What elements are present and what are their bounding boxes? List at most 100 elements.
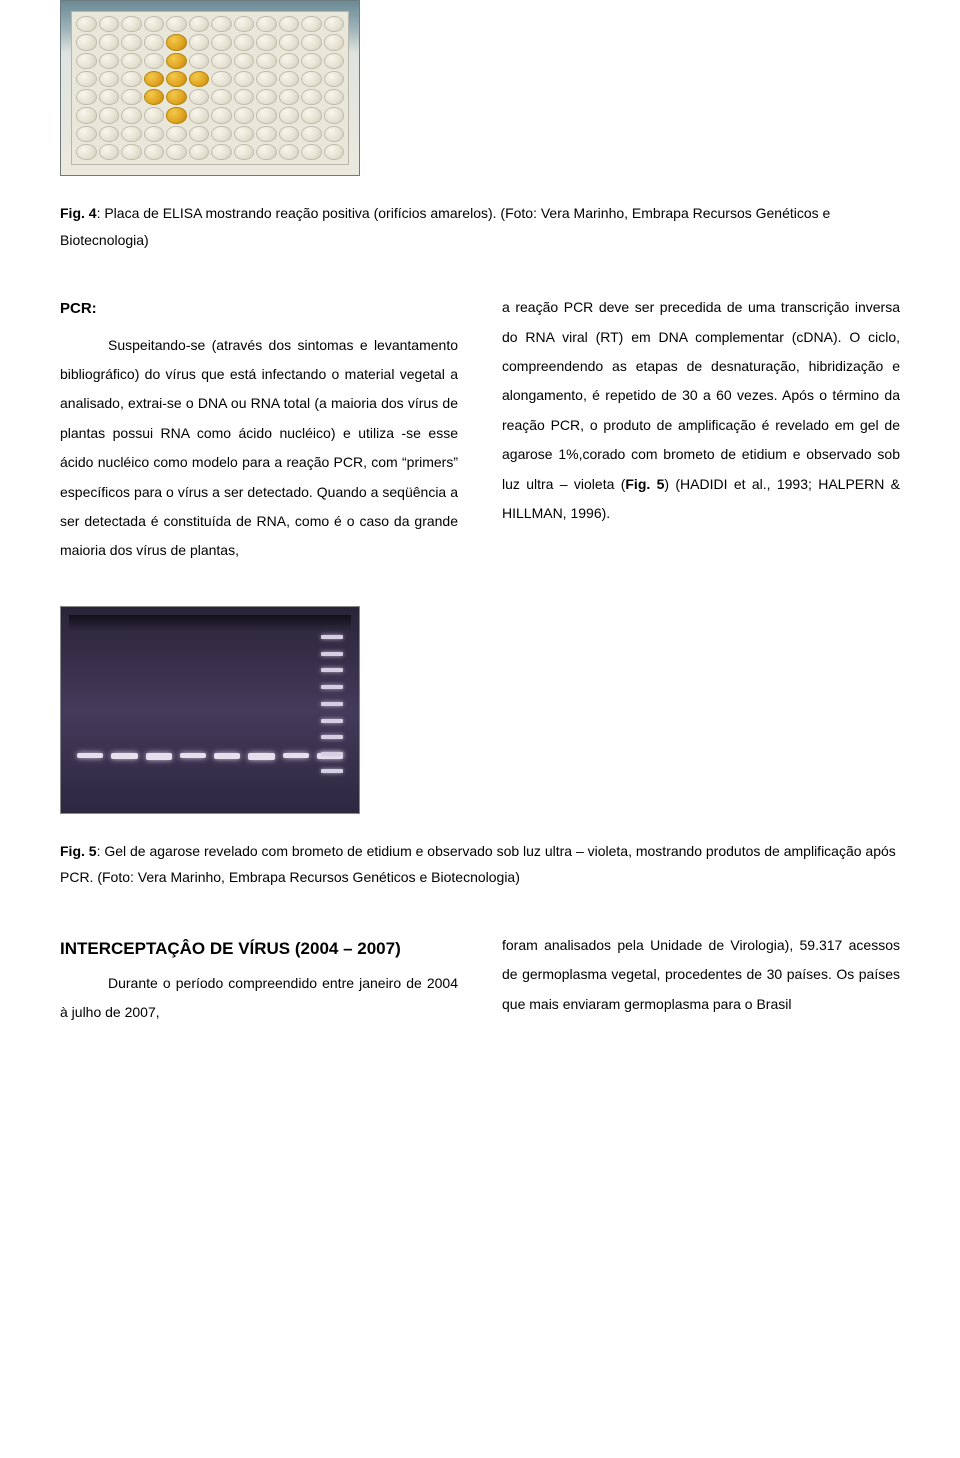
elisa-well — [324, 53, 345, 69]
elisa-well — [76, 144, 97, 160]
elisa-well — [301, 53, 322, 69]
elisa-well-positive — [144, 71, 165, 87]
elisa-well — [144, 126, 165, 142]
elisa-well — [234, 144, 255, 160]
elisa-well — [324, 126, 345, 142]
gel-band — [146, 753, 172, 760]
elisa-plate-grid — [71, 11, 349, 165]
elisa-well — [279, 71, 300, 87]
fig4-elisa-plate-image — [60, 0, 360, 176]
elisa-well-positive — [166, 89, 187, 105]
elisa-well — [301, 16, 322, 32]
elisa-well — [121, 71, 142, 87]
elisa-well — [234, 16, 255, 32]
intercept-left-column: INTERCEPTAÇÂO DE VÍRUS (2004 – 2007) Dur… — [60, 931, 458, 1027]
elisa-well — [121, 107, 142, 123]
gel-band-row — [77, 753, 343, 760]
elisa-well — [256, 71, 277, 87]
elisa-well — [301, 34, 322, 50]
elisa-well — [99, 16, 120, 32]
elisa-well — [166, 144, 187, 160]
elisa-well — [234, 107, 255, 123]
elisa-well — [99, 126, 120, 142]
elisa-well — [144, 16, 165, 32]
elisa-well — [121, 144, 142, 160]
gel-ladder-band — [321, 752, 343, 756]
fig4-caption: Fig. 4: Placa de ELISA mostrando reação … — [60, 200, 900, 253]
elisa-well — [256, 144, 277, 160]
elisa-well — [301, 71, 322, 87]
pcr-heading: PCR: — [60, 293, 458, 325]
elisa-well — [211, 144, 232, 160]
elisa-well — [256, 89, 277, 105]
elisa-well — [189, 126, 210, 142]
elisa-well — [144, 34, 165, 50]
elisa-well-positive — [144, 89, 165, 105]
elisa-well — [256, 53, 277, 69]
gel-band — [111, 753, 137, 759]
elisa-well — [144, 107, 165, 123]
fig5-caption: Fig. 5: Gel de agarose revelado com brom… — [60, 838, 900, 891]
elisa-well — [99, 53, 120, 69]
elisa-well — [324, 71, 345, 87]
elisa-well — [211, 16, 232, 32]
elisa-well — [189, 53, 210, 69]
elisa-well — [211, 89, 232, 105]
pcr-left-column: PCR: Suspeitando-se (através dos sintoma… — [60, 293, 458, 566]
elisa-well — [121, 34, 142, 50]
intercept-right-paragraph: foram analisados pela Unidade de Virolog… — [502, 931, 900, 1019]
elisa-well — [76, 89, 97, 105]
elisa-well — [121, 53, 142, 69]
elisa-well-positive — [166, 71, 187, 87]
fig4-caption-rest: : Placa de ELISA mostrando reação positi… — [60, 205, 830, 248]
elisa-well — [76, 16, 97, 32]
elisa-well — [256, 34, 277, 50]
elisa-well — [324, 107, 345, 123]
intercept-left-paragraph: Durante o período compreendido entre jan… — [60, 969, 458, 1028]
fig4-label: Fig. 4 — [60, 205, 97, 221]
elisa-well — [76, 107, 97, 123]
gel-ladder — [321, 635, 343, 773]
pcr-section: PCR: Suspeitando-se (através dos sintoma… — [60, 293, 900, 566]
elisa-well — [279, 53, 300, 69]
elisa-well-positive — [189, 71, 210, 87]
gel-ladder-band — [321, 769, 343, 773]
intercept-heading: INTERCEPTAÇÂO DE VÍRUS (2004 – 2007) — [60, 931, 458, 967]
elisa-well — [301, 144, 322, 160]
elisa-well — [234, 53, 255, 69]
gel-band — [283, 753, 309, 758]
elisa-well — [256, 16, 277, 32]
elisa-well — [211, 107, 232, 123]
gel-band — [214, 753, 240, 759]
elisa-well — [256, 126, 277, 142]
gel-band — [180, 753, 206, 758]
elisa-well-positive — [166, 107, 187, 123]
gel-ladder-band — [321, 702, 343, 706]
elisa-well — [76, 71, 97, 87]
gel-band — [77, 753, 103, 758]
elisa-well — [189, 144, 210, 160]
elisa-well — [234, 126, 255, 142]
elisa-well — [279, 89, 300, 105]
elisa-well — [211, 126, 232, 142]
elisa-well — [234, 34, 255, 50]
pcr-right-column: a reação PCR deve ser precedida de uma t… — [502, 293, 900, 566]
elisa-well-positive — [166, 53, 187, 69]
gel-ladder-band — [321, 685, 343, 689]
elisa-well — [76, 53, 97, 69]
elisa-well — [324, 34, 345, 50]
elisa-well — [99, 89, 120, 105]
elisa-well — [324, 89, 345, 105]
elisa-well — [279, 16, 300, 32]
elisa-well — [144, 144, 165, 160]
fig5-gel-image — [60, 606, 360, 814]
elisa-well — [76, 34, 97, 50]
elisa-well — [324, 144, 345, 160]
fig5-label: Fig. 5 — [60, 843, 97, 859]
gel-ladder-band — [321, 719, 343, 723]
elisa-well — [99, 34, 120, 50]
pcr-left-paragraph: Suspeitando-se (através dos sintomas e l… — [60, 331, 458, 566]
elisa-well — [189, 107, 210, 123]
elisa-well — [234, 71, 255, 87]
elisa-well — [121, 89, 142, 105]
